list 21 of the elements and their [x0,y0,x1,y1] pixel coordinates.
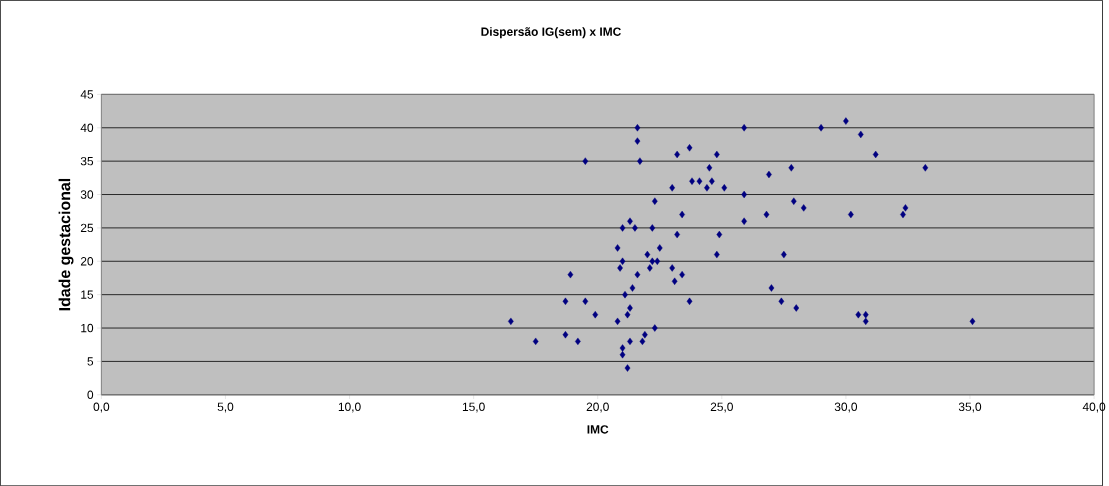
y-tick-label: 45 [80,90,94,99]
y-tick-label: 25 [80,223,94,233]
y-tick-label: 40 [80,123,94,132]
x-tick-label: 10,0 [338,402,361,413]
chart-title: Dispersão IG(sem) x IMC [481,27,621,39]
x-tick-label: 25,0 [710,402,733,413]
x-tick-label: 20,0 [586,402,609,413]
y-tick-label: 15 [81,290,94,299]
y-axis-title: Idade gestacional [58,178,74,311]
y-tick-label: 5 [87,357,94,366]
y-tick-label: 30 [80,190,94,199]
x-tick-label: 15,0 [462,402,485,413]
y-tick-label: 35 [80,156,94,166]
y-tick-label: 20 [80,256,94,266]
x-axis-title: IMC [587,425,609,434]
x-tick-label: 35,0 [958,402,982,413]
x-tick-label: 0,0 [93,402,110,413]
x-tick-label: 5,0 [217,402,234,413]
y-tick-label: 0 [87,390,94,399]
y-tick-label: 10 [81,323,94,333]
x-tick-label: 30,0 [834,402,858,413]
